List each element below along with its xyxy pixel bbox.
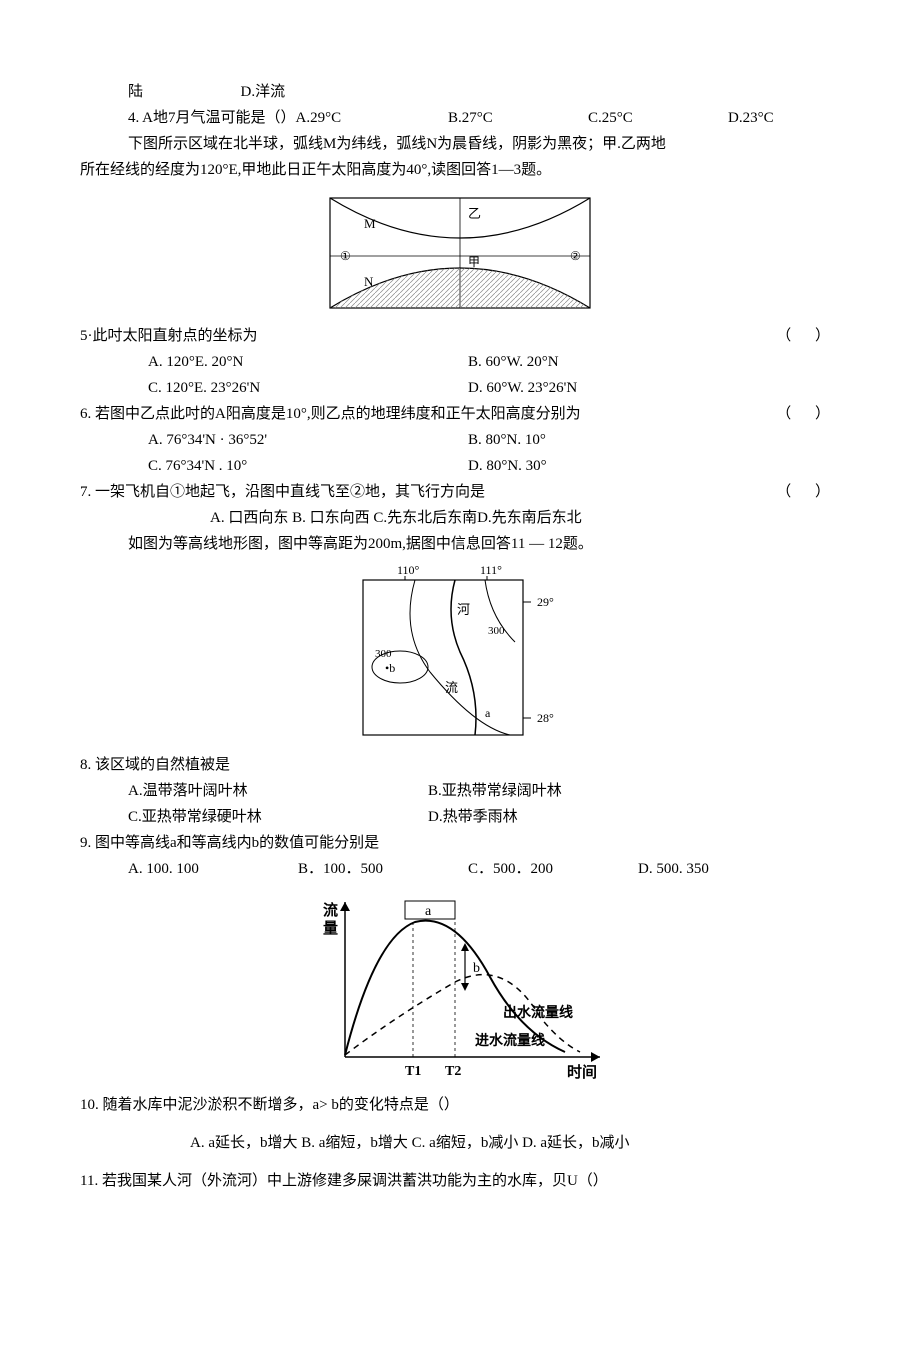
q7-opts: A. 口西向东 B. 口东向西 C.先东北后东南D.先东南后东北	[80, 506, 840, 530]
q4-optD: D.23°C	[728, 106, 774, 130]
svg-text:N: N	[364, 274, 374, 289]
q8-C: C.亚热带常绿硬叶林	[128, 805, 428, 829]
q4-desc2: 所在经线的经度为120°E,甲地此日正午太阳高度为40°,读图回答1—3题。	[80, 158, 840, 182]
q4-desc1: 下图所示区域在北半球，弧线M为纬线，弧线N为晨昏线，阴影为黑夜；甲.乙两地	[80, 132, 840, 156]
q4-optB: B.27°C	[448, 106, 588, 130]
svg-text:甲: 甲	[468, 255, 480, 269]
q8-D: D.热带季雨林	[428, 805, 518, 829]
svg-text:流: 流	[323, 901, 338, 919]
q8-row2: C.亚热带常绿硬叶林 D.热带季雨林	[80, 805, 840, 829]
q5-row2: C. 120°E. 23°26'N D. 60°W. 23°26'N	[80, 376, 840, 400]
q8-B: B.亚热带常绿阔叶林	[428, 779, 562, 803]
q7-stem-row: 7. 一架飞机自①地起飞，沿图中直线飞至②地，其飞行方向是 （ ）	[80, 480, 840, 504]
q5-paren: （ ）	[776, 324, 840, 348]
q4-optC: C.25°C	[588, 106, 728, 130]
q6-paren: （ ）	[776, 402, 840, 426]
figure-contour-map: 110° 111° 29° 28° •b 300 河 300 流 a	[80, 562, 840, 747]
q9-A: A. 100. 100	[128, 857, 298, 881]
q6-D: D. 80°N. 30°	[468, 454, 547, 478]
svg-text:110°: 110°	[397, 563, 420, 577]
q5-B: B. 60°W. 20°N	[468, 350, 559, 374]
q9-opts: A. 100. 100 B．100．500 C．500．200 D. 500. …	[80, 857, 840, 881]
q10-opts: A. a延长，b增大 B. a缩短，b增大 C. a缩短，b减小 D. a延长，…	[80, 1131, 840, 1155]
figure-hemisphere: M N 乙 甲 ① ②	[80, 188, 840, 318]
svg-text:出水流量线: 出水流量线	[503, 1004, 573, 1021]
q11-stem: 11. 若我国某人河（外流河）中上游修建多屎调洪蓄洪功能为主的水库，贝U（）	[80, 1169, 840, 1193]
svg-text:•b: •b	[385, 661, 395, 675]
q3-fragment: 陆 D.洋流	[80, 80, 840, 104]
q3-left: 陆	[128, 84, 143, 100]
q6-row1: A. 76°34'N · 36°52' B. 80°N. 10°	[80, 428, 840, 452]
svg-text:量: 量	[323, 920, 338, 937]
svg-text:进水流量线: 进水流量线	[475, 1032, 545, 1049]
q6-A: A. 76°34'N · 36°52'	[148, 428, 468, 452]
q6-C: C. 76°34'N . 10°	[148, 454, 468, 478]
q5-stem: 5·此吋太阳直射点的坐标为	[80, 328, 258, 344]
svg-text:河: 河	[457, 602, 470, 617]
q5-row1: A. 120°E. 20°N B. 60°W. 20°N	[80, 350, 840, 374]
q9-D: D. 500. 350	[638, 857, 709, 881]
q5-A: A. 120°E. 20°N	[148, 350, 468, 374]
q5-C: C. 120°E. 23°26'N	[148, 376, 468, 400]
q3-optD: D.洋流	[241, 84, 286, 100]
q8-A: A.温带落叶阔叶林	[128, 779, 428, 803]
q6-stem: 6. 若图中乙点此吋的A阳高度是10°,则乙点的地理纬度和正午太阳高度分别为	[80, 406, 581, 422]
q7-desc: 如图为等高线地形图，图中等高距为200m,据图中信息回答11 — 12题。	[80, 532, 840, 556]
svg-text:28°: 28°	[537, 711, 554, 725]
svg-text:300: 300	[488, 625, 505, 637]
q5-stem-row: 5·此吋太阳直射点的坐标为 （ ）	[80, 324, 840, 348]
svg-text:T2: T2	[445, 1064, 461, 1079]
q9-C: C．500．200	[468, 857, 638, 881]
q8-row1: A.温带落叶阔叶林 B.亚热带常绿阔叶林	[80, 779, 840, 803]
q6-B: B. 80°N. 10°	[468, 428, 546, 452]
svg-text:M: M	[364, 216, 376, 231]
q7-paren: （ ）	[776, 480, 840, 504]
svg-text:乙: 乙	[468, 206, 481, 221]
q8-stem: 8. 该区域的自然植被是	[80, 753, 840, 777]
svg-text:111°: 111°	[480, 563, 502, 577]
q9-stem: 9. 图中等高线a和等高线内b的数值可能分别是	[80, 831, 840, 855]
svg-text:300: 300	[375, 648, 392, 660]
svg-text:b: b	[473, 961, 480, 976]
q10-stem: 10. 随着水库中泥沙淤积不断增多，a> b的变化特点是（）	[80, 1093, 840, 1117]
figure-flow-curve: 流 量 时间 a b 出水流量线 进水流量线 T1 T2	[80, 887, 840, 1087]
svg-text:a: a	[485, 706, 491, 720]
q6-stem-row: 6. 若图中乙点此吋的A阳高度是10°,则乙点的地理纬度和正午太阳高度分别为 （…	[80, 402, 840, 426]
svg-text:时间: 时间	[567, 1063, 597, 1081]
q4-stem-row: 4. A地7月气温可能是（）A.29°C B.27°C C.25°C D.23°…	[80, 106, 840, 130]
q6-row2: C. 76°34'N . 10° D. 80°N. 30°	[80, 454, 840, 478]
svg-text:T1: T1	[405, 1064, 421, 1079]
svg-text:流: 流	[445, 680, 458, 695]
q5-D: D. 60°W. 23°26'N	[468, 376, 577, 400]
q4-stem: 4. A地7月气温可能是（）A.29°C	[128, 106, 448, 130]
svg-text:29°: 29°	[537, 595, 554, 609]
q7-stem: 7. 一架飞机自①地起飞，沿图中直线飞至②地，其飞行方向是	[80, 484, 485, 500]
svg-text:a: a	[425, 904, 432, 919]
q9-B: B．100．500	[298, 857, 468, 881]
